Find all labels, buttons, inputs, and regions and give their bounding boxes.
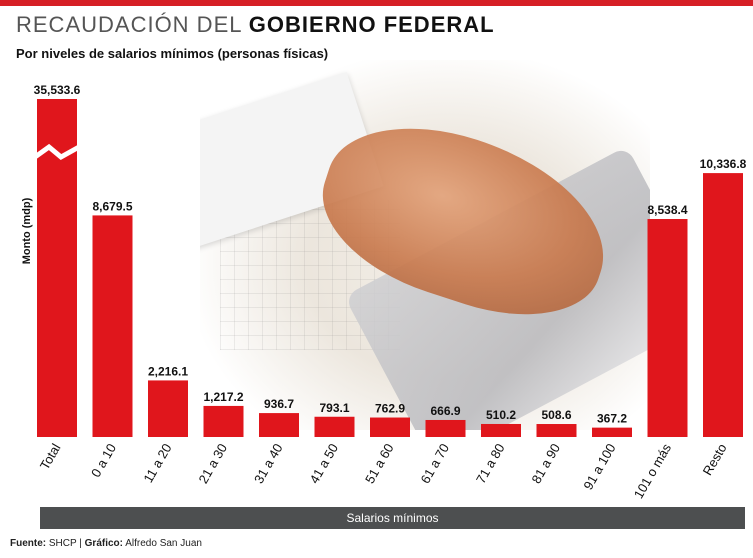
category-label: 71 a 80 <box>473 441 508 486</box>
x-axis-label: Salarios mínimos <box>40 507 745 529</box>
value-label: 367.2 <box>597 412 627 426</box>
bar-0-a-10 <box>92 215 133 437</box>
bar-chart: 35,533.6 Total 8,679.5 0 a 10 2,216.1 11 a 20… <box>33 83 747 502</box>
bar-91-a-100 <box>592 427 632 437</box>
source-label: Fuente: <box>10 538 47 549</box>
chart-title: RECAUDACIÓN DEL GOBIERNO FEDERAL <box>16 12 495 38</box>
title-bold: GOBIERNO FEDERAL <box>248 12 495 37</box>
bar-21-a-30 <box>203 405 244 437</box>
bar-81-a-90 <box>536 424 577 437</box>
value-label: 35,533.6 <box>34 83 81 97</box>
value-label: 10,336.8 <box>700 157 747 171</box>
category-label: 91 a 100 <box>580 441 618 492</box>
category-label: 81 a 90 <box>528 441 563 486</box>
source-footer: Fuente: SHCP | Gráfico: Alfredo San Juan <box>10 538 202 549</box>
title-light: RECAUDACIÓN DEL <box>16 12 242 37</box>
value-label: 666.9 <box>430 404 460 418</box>
bar-31-a-40 <box>259 413 299 437</box>
bar-51-a-60 <box>370 417 410 437</box>
category-label: 31 a 40 <box>251 441 286 486</box>
value-label: 2,216.1 <box>148 364 188 378</box>
category-label: Total <box>37 441 64 472</box>
category-label: Resto <box>700 441 730 478</box>
category-label: 11 a 20 <box>140 441 174 485</box>
calculator-hand-photo <box>200 60 650 430</box>
axis-break-mark <box>33 143 81 161</box>
category-label: 51 a 60 <box>362 441 397 486</box>
value-label: 793.1 <box>319 401 349 415</box>
category-label: 41 a 50 <box>306 441 341 486</box>
top-accent-rule <box>0 0 753 6</box>
bar-41-a-50 <box>314 416 355 437</box>
value-label: 510.2 <box>486 408 516 422</box>
category-label: 21 a 30 <box>195 441 230 486</box>
value-label: 762.9 <box>375 402 405 416</box>
category-label: 101 o más <box>631 441 675 502</box>
category-label: 0 a 10 <box>88 441 119 480</box>
source-value: SHCP | <box>48 538 82 549</box>
graphic-value: Alfredo San Juan <box>125 538 202 549</box>
value-label: 508.6 <box>541 408 571 422</box>
bar-101-o-más <box>647 219 688 437</box>
value-label: 936.7 <box>264 397 294 411</box>
category-label: 61 a 70 <box>417 441 452 486</box>
value-label: 1,217.2 <box>203 390 243 404</box>
value-label: 8,538.4 <box>647 203 687 217</box>
bar-61-a-70 <box>425 419 466 437</box>
graphic-label: Gráfico: <box>84 538 123 549</box>
bar-71-a-80 <box>481 423 521 437</box>
chart-subtitle: Por niveles de salarios mínimos (persona… <box>16 46 329 61</box>
bar-11-a-20 <box>148 380 188 437</box>
value-label: 8,679.5 <box>92 199 132 213</box>
bar-resto <box>703 173 743 437</box>
